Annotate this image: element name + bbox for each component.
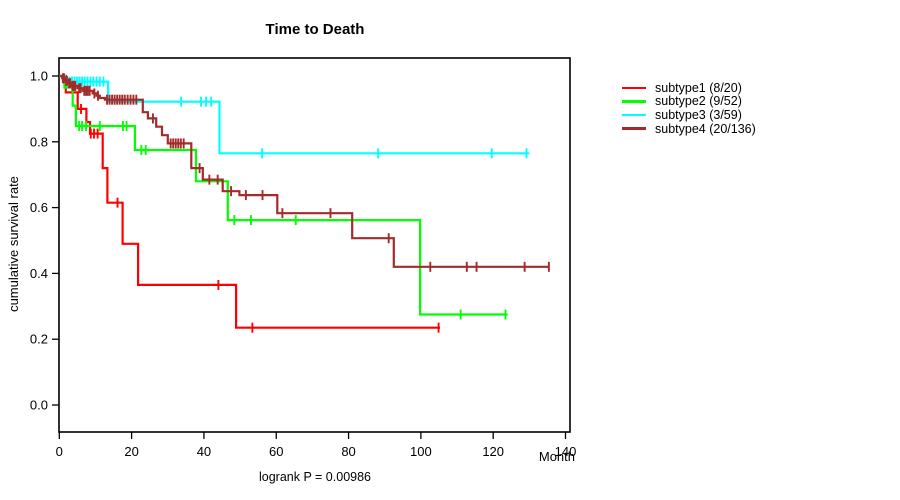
x-axis-tick-label: 120 xyxy=(482,444,504,459)
survival-curve-subtype1 xyxy=(59,74,440,329)
logrank-p-annotation: logrank P = 0.00986 xyxy=(258,470,371,484)
y-axis-tick-label: 0.4 xyxy=(30,266,48,281)
x-axis-tick-label: 80 xyxy=(341,444,355,459)
y-axis-title: cumulative survival rate xyxy=(6,176,21,312)
x-axis-tick-label: 60 xyxy=(269,444,283,459)
legend: subtype1 (8/20) subtype2 (9/52) subtype3… xyxy=(622,81,756,136)
x-axis-title: Month xyxy=(538,449,575,464)
chart-title: Time to Death xyxy=(265,21,365,38)
y-axis-tick-label: 0.6 xyxy=(30,200,48,215)
survival-curve-subtype3 xyxy=(59,74,530,155)
survival-curve-subtype2 xyxy=(59,74,508,316)
x-axis-tick-label: 0 xyxy=(56,444,63,459)
x-axis-tick-label: 40 xyxy=(197,444,211,459)
x-axis-tick-label: 140 xyxy=(555,444,577,459)
legend-item-subtype4: subtype4 (20/136) xyxy=(622,122,756,136)
y-axis-tick-label: 0.0 xyxy=(30,398,48,413)
legend-item-subtype1: subtype1 (8/20) xyxy=(622,81,756,95)
legend-label: subtype4 (20/136) xyxy=(655,121,756,136)
x-axis-tick-label: 20 xyxy=(124,444,138,459)
legend-item-subtype2: subtype2 (9/52) xyxy=(622,94,756,109)
legend-label: subtype2 (9/52) xyxy=(655,94,742,109)
legend-line-swatch xyxy=(622,100,646,103)
legend-line-swatch xyxy=(622,127,646,130)
x-axis-tick-label: 100 xyxy=(410,444,432,459)
legend-line-swatch xyxy=(622,113,646,117)
legend-line-swatch xyxy=(622,86,646,89)
legend-item-subtype3: subtype3 (3/59) xyxy=(622,108,756,122)
y-axis-tick-label: 1.0 xyxy=(30,69,48,84)
y-axis-tick-label: 0.8 xyxy=(30,134,48,149)
plot-border xyxy=(58,57,571,433)
legend-label: subtype3 (3/59) xyxy=(655,107,742,122)
y-axis-tick-label: 0.2 xyxy=(30,332,48,347)
legend-label: subtype1 (8/20) xyxy=(655,80,742,95)
